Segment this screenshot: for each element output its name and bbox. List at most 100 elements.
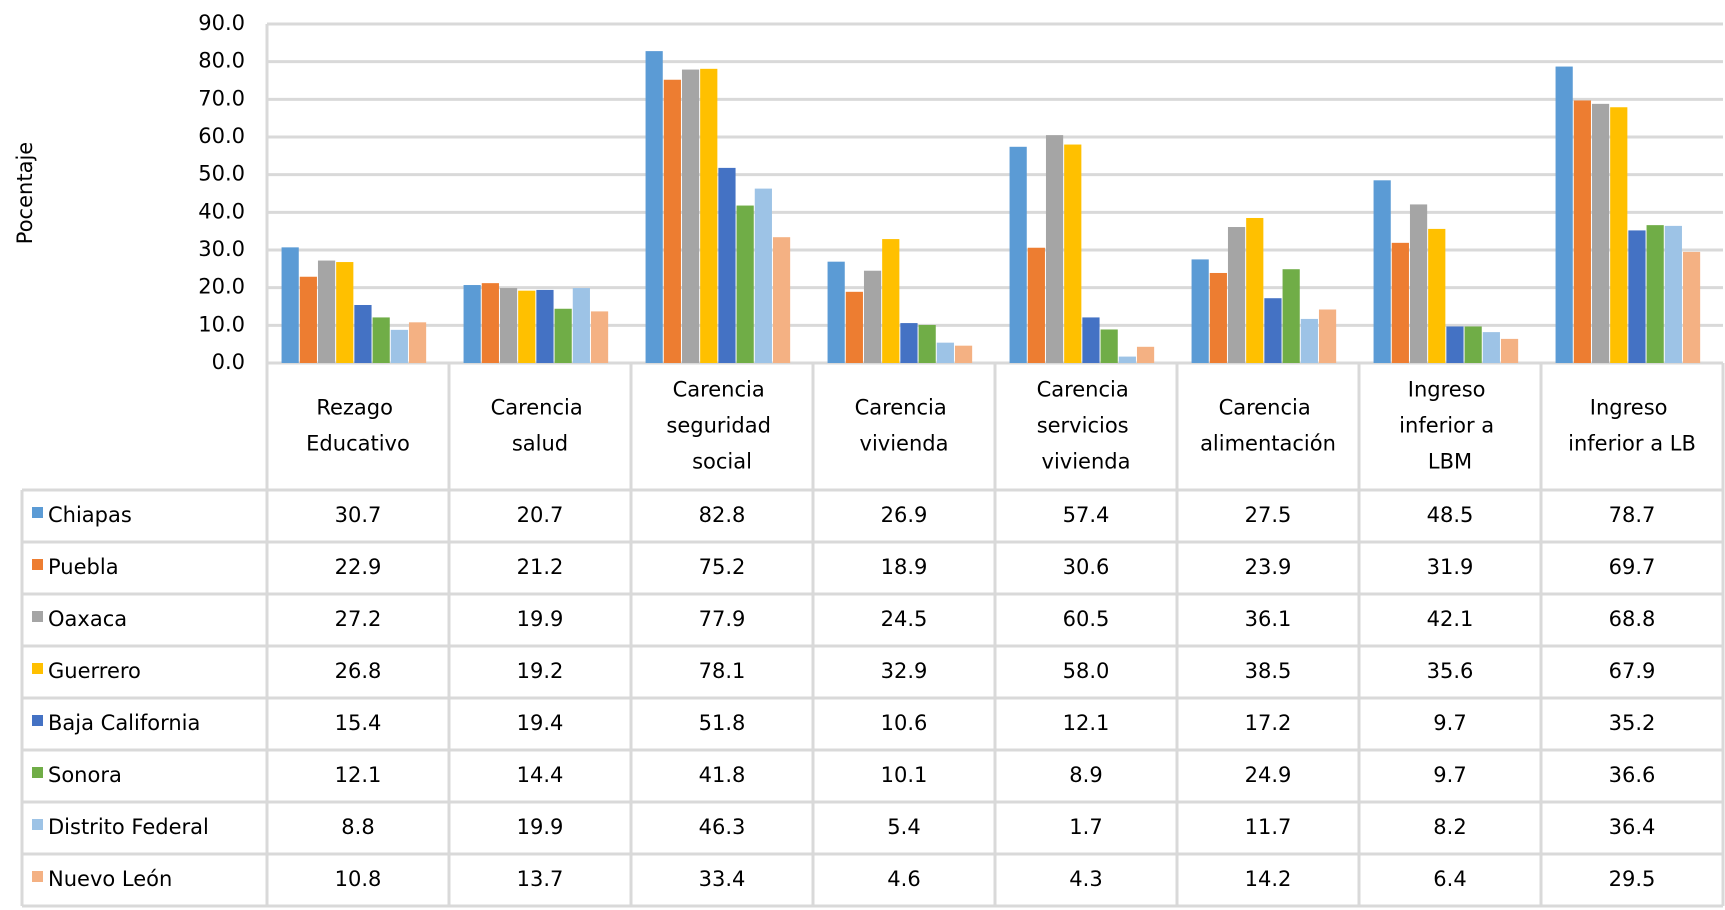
bar <box>463 285 481 363</box>
table-value: 19.2 <box>517 659 564 683</box>
table-value: 42.1 <box>1427 607 1474 631</box>
legend-swatch <box>32 767 43 778</box>
table-value: 8.8 <box>341 815 374 839</box>
table-value: 12.1 <box>1063 711 1110 735</box>
category-label: Ingreso inferior a LB <box>1568 396 1696 456</box>
legend-swatch <box>32 819 43 830</box>
y-tick-label: 70.0 <box>198 86 245 110</box>
table-value: 33.4 <box>699 867 746 891</box>
bar <box>1191 259 1209 363</box>
table-value: 20.7 <box>517 503 564 527</box>
bar <box>1082 317 1100 363</box>
bar <box>481 283 499 363</box>
table-value: 14.2 <box>1245 867 1292 891</box>
legend-label: Baja California <box>48 711 200 735</box>
table-value: 57.4 <box>1063 503 1110 527</box>
legend-label: Chiapas <box>48 503 132 527</box>
table-value: 23.9 <box>1245 555 1292 579</box>
y-tick-label: 80.0 <box>198 49 245 73</box>
bar <box>772 237 791 363</box>
table-value: 69.7 <box>1609 555 1656 579</box>
bar <box>1464 326 1482 363</box>
table-value: 58.0 <box>1063 659 1110 683</box>
table-value: 60.5 <box>1063 607 1110 631</box>
bar <box>736 205 754 363</box>
table-value: 36.6 <box>1609 763 1656 787</box>
legend-label: Nuevo León <box>48 867 172 891</box>
table-value: 11.7 <box>1245 815 1292 839</box>
bar <box>1500 338 1519 363</box>
bar <box>1555 66 1573 364</box>
legend-swatch <box>32 507 43 518</box>
table-value: 26.8 <box>335 659 382 683</box>
legend-swatch <box>32 611 43 622</box>
bar <box>1628 230 1646 363</box>
bar <box>1591 103 1610 363</box>
table-value: 19.9 <box>517 607 564 631</box>
bar <box>1209 272 1227 363</box>
bar <box>299 276 317 363</box>
y-axis-label: Pocentaje <box>13 142 37 244</box>
y-tick-label: 90.0 <box>198 11 245 35</box>
bar <box>408 322 427 363</box>
table-value: 46.3 <box>699 815 746 839</box>
bar <box>1428 228 1446 363</box>
table-value: 48.5 <box>1427 503 1474 527</box>
table-value: 27.5 <box>1245 503 1292 527</box>
bar <box>1227 227 1246 363</box>
bar <box>882 239 900 363</box>
bar <box>317 260 336 363</box>
table-value: 75.2 <box>699 555 746 579</box>
legend-swatch <box>32 559 43 570</box>
bar <box>536 289 554 363</box>
bar <box>499 288 518 363</box>
legend-label: Oaxaca <box>48 607 127 631</box>
bar <box>1027 247 1045 363</box>
table-value: 35.6 <box>1427 659 1474 683</box>
bar <box>954 345 973 363</box>
bar <box>863 270 882 363</box>
y-tick-label: 50.0 <box>198 162 245 186</box>
table-value: 27.2 <box>335 607 382 631</box>
y-tick-label: 40.0 <box>198 199 245 223</box>
y-tick-label: 20.0 <box>198 275 245 299</box>
bar <box>1318 309 1337 363</box>
table-value: 68.8 <box>1609 607 1656 631</box>
bar <box>900 323 918 363</box>
table-value: 15.4 <box>335 711 382 735</box>
table-value: 36.4 <box>1609 815 1656 839</box>
y-tick-label: 10.0 <box>198 312 245 336</box>
bar <box>1009 146 1027 363</box>
table-value: 77.9 <box>699 607 746 631</box>
y-tick-label: 60.0 <box>198 124 245 148</box>
category-label: Carencia servicios vivienda <box>1037 378 1136 474</box>
table-value: 24.9 <box>1245 763 1292 787</box>
table-value: 51.8 <box>699 711 746 735</box>
category-label: Carencia vivienda <box>855 396 954 456</box>
bar <box>1118 356 1136 363</box>
bar <box>1136 346 1155 363</box>
bar <box>1610 107 1628 363</box>
bar <box>1264 298 1282 363</box>
bar <box>936 342 954 363</box>
table-value: 14.4 <box>517 763 564 787</box>
bar <box>281 247 299 363</box>
table-value: 36.1 <box>1245 607 1292 631</box>
table-value: 9.7 <box>1433 763 1466 787</box>
table-value: 19.9 <box>517 815 564 839</box>
bar <box>1482 332 1500 363</box>
bar <box>554 308 572 363</box>
bar <box>354 304 372 363</box>
table-value: 24.5 <box>881 607 928 631</box>
bar <box>1064 144 1082 363</box>
bar <box>1391 242 1409 363</box>
bar <box>1573 100 1591 364</box>
category-label: Carencia seguridad social <box>666 378 777 474</box>
table-value: 10.1 <box>881 763 928 787</box>
bar <box>1300 318 1318 363</box>
bar <box>1100 329 1118 363</box>
table-value: 32.9 <box>881 659 928 683</box>
table-value: 4.3 <box>1069 867 1102 891</box>
bar <box>1373 180 1391 363</box>
bar <box>1409 204 1428 363</box>
